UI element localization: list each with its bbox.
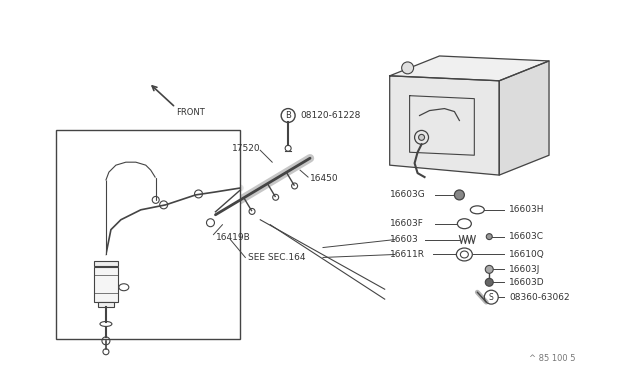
- Text: 16603J: 16603J: [509, 265, 541, 274]
- Text: 16603H: 16603H: [509, 205, 545, 214]
- Bar: [56, 131, 241, 339]
- Text: 16603C: 16603C: [509, 232, 544, 241]
- Circle shape: [419, 134, 424, 140]
- Text: ^ 85 100 5: ^ 85 100 5: [529, 354, 575, 363]
- Text: 08120-61228: 08120-61228: [300, 111, 360, 120]
- Circle shape: [454, 190, 465, 200]
- Text: 16603D: 16603D: [509, 278, 545, 287]
- Text: SEE SEC.164: SEE SEC.164: [248, 253, 306, 262]
- Text: S: S: [489, 293, 493, 302]
- Text: 17520: 17520: [232, 144, 261, 153]
- Circle shape: [485, 278, 493, 286]
- Text: 16603: 16603: [390, 235, 419, 244]
- Bar: [98, 302, 114, 307]
- Circle shape: [402, 62, 413, 74]
- Text: 16610Q: 16610Q: [509, 250, 545, 259]
- Bar: [94, 262, 118, 266]
- Polygon shape: [499, 61, 549, 175]
- Circle shape: [486, 234, 492, 240]
- Text: 16603G: 16603G: [390, 190, 426, 199]
- Text: B: B: [285, 111, 291, 120]
- Polygon shape: [390, 56, 549, 81]
- Text: 16611R: 16611R: [390, 250, 425, 259]
- Text: 16603F: 16603F: [390, 219, 424, 228]
- Text: 16450: 16450: [310, 174, 339, 183]
- Polygon shape: [390, 76, 499, 175]
- Text: FRONT: FRONT: [175, 108, 204, 117]
- Text: 16419B: 16419B: [216, 233, 250, 242]
- Text: 08360-63062: 08360-63062: [509, 293, 570, 302]
- Circle shape: [485, 265, 493, 273]
- Bar: [94, 267, 118, 302]
